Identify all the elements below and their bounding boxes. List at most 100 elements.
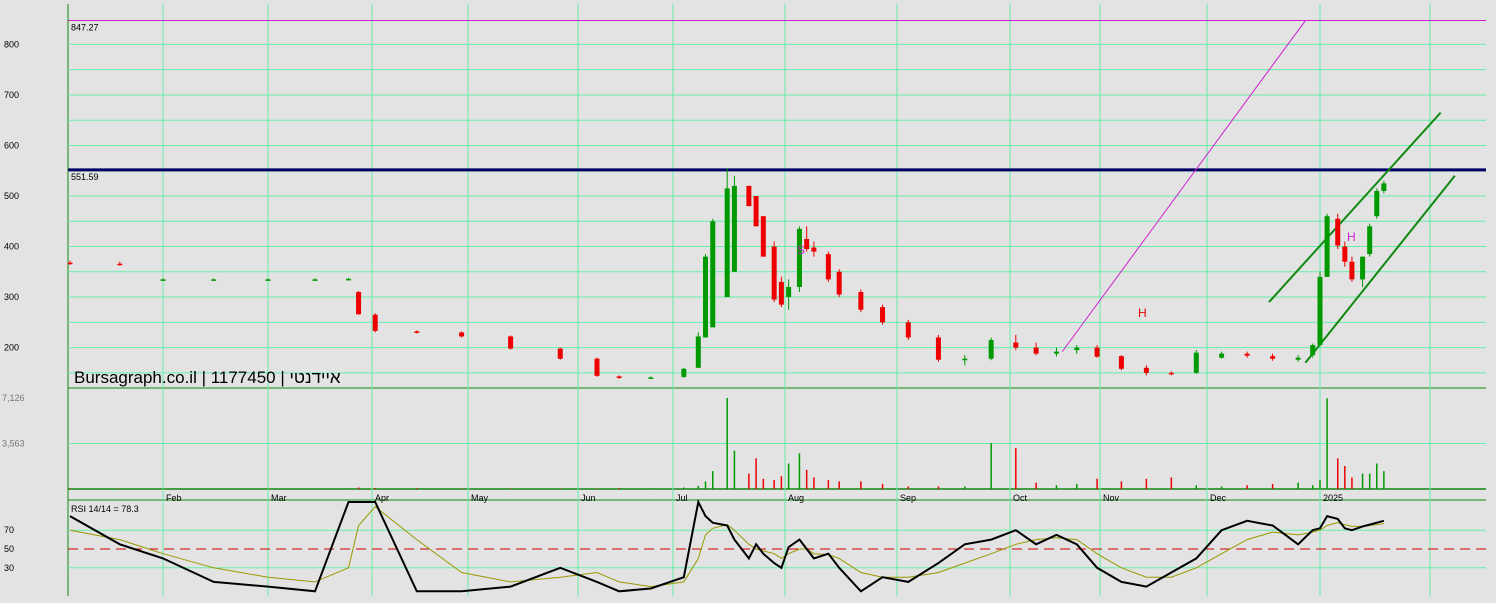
candle-down — [67, 262, 73, 265]
channel-lower-line — [1304, 175, 1456, 364]
candle-down — [880, 307, 886, 323]
candle-down — [836, 271, 842, 295]
candle-down — [1342, 246, 1348, 262]
trend-lines — [1061, 20, 1456, 364]
x-tick-label: 2025 — [1323, 493, 1343, 503]
candle-down — [1013, 342, 1019, 348]
candle-down — [804, 238, 810, 250]
candle-up — [681, 368, 687, 377]
candle-up — [1317, 276, 1323, 346]
marker-h: H — [1347, 230, 1356, 244]
candle-down — [760, 216, 766, 257]
candle-up — [1310, 345, 1316, 356]
candle-down — [1349, 261, 1355, 280]
volume-tick-label: 3,563 — [2, 439, 25, 449]
horizontal-levels: 847.27 551.59 — [68, 20, 1486, 182]
candle-down — [1094, 347, 1100, 357]
candle-up — [988, 340, 994, 359]
candle-up — [265, 279, 271, 281]
x-tick-label: Oct — [1013, 493, 1028, 503]
y-tick-label: 700 — [4, 90, 19, 100]
x-tick-label: Feb — [166, 493, 182, 503]
candle-up — [1324, 216, 1330, 277]
y-tick-label: 500 — [4, 191, 19, 201]
volume-tick-label: 7,126 — [2, 393, 25, 403]
candle-down — [771, 246, 777, 300]
rsi-title: RSI 14/14 = 78.3 — [71, 504, 139, 514]
rsi-tick-label: 70 — [4, 525, 14, 535]
candle-up — [1219, 353, 1225, 358]
candle-down — [372, 314, 378, 331]
x-tick-label: Apr — [375, 493, 389, 503]
candle-down — [616, 376, 622, 378]
candle-down — [1270, 356, 1276, 359]
candle-down — [1033, 347, 1039, 354]
candle-up — [724, 188, 730, 298]
candle-down — [1335, 218, 1341, 246]
candle-up — [1074, 347, 1080, 351]
candle-down — [459, 332, 465, 337]
candle-up — [160, 279, 166, 281]
x-tick-label: Jun — [581, 493, 596, 503]
x-tick-label: Aug — [788, 493, 804, 503]
candle-up — [1381, 183, 1387, 191]
candle-up — [1374, 190, 1380, 217]
candle-down — [557, 348, 563, 359]
channel-upper-line — [1268, 111, 1442, 303]
candle-down — [825, 254, 831, 280]
marker-h: H — [1138, 306, 1147, 320]
rsi-panel: RSI 14/14 = 78.3 30 50 70 — [4, 498, 1486, 593]
candle-down — [1168, 372, 1174, 375]
rsi-signal-line — [69, 506, 1384, 588]
resistance-label: 551.59 — [71, 172, 99, 182]
rsi-tick-label: 30 — [4, 563, 14, 573]
candle-up — [1360, 256, 1366, 280]
candle-down — [778, 281, 784, 305]
candle-down — [811, 247, 817, 252]
candle-up — [962, 358, 968, 361]
candle-down — [594, 358, 600, 376]
watermark: Bursagraph.co.il | 1177450 | איידנטי — [74, 368, 341, 387]
candle-up — [346, 278, 352, 281]
x-tick-label: Dec — [1210, 493, 1227, 503]
candle-down — [1118, 356, 1124, 369]
axis-labels: 200 300 400 500 600 700 800 3,563 7,126 Feb Mar Apr… — [2, 39, 1356, 503]
rsi-line — [69, 498, 1385, 593]
candle-up — [1053, 351, 1059, 354]
candle-down — [753, 196, 759, 227]
rsi-tick-label: 50 — [4, 544, 14, 554]
candle-up — [695, 336, 701, 368]
candle-up — [796, 228, 802, 287]
candle-down — [746, 185, 752, 207]
x-tick-label: Mar — [271, 493, 287, 503]
y-tick-label: 300 — [4, 292, 19, 302]
marker-s: S — [797, 243, 805, 257]
candle-down — [1143, 367, 1149, 373]
candle-up — [731, 185, 737, 272]
magenta-trend-line — [1061, 20, 1306, 352]
candle-down — [858, 292, 864, 310]
volume-bars — [69, 398, 1385, 489]
candle-up — [211, 279, 217, 281]
candle-up — [1367, 226, 1373, 255]
candle-down — [508, 336, 514, 349]
x-tick-label: May — [471, 493, 489, 503]
x-tick-label: Sep — [900, 493, 916, 503]
candles — [67, 168, 1387, 379]
candle-down — [1244, 353, 1250, 356]
candle-up — [703, 256, 709, 338]
candle-down — [935, 337, 941, 360]
candle-up — [786, 286, 792, 298]
candle-down — [414, 331, 420, 333]
level-label-upper: 847.27 — [71, 23, 99, 33]
x-tick-label: Jul — [676, 493, 688, 503]
candle-down — [117, 263, 123, 266]
candle-down — [356, 292, 362, 315]
y-tick-label: 200 — [4, 343, 19, 353]
candle-up — [648, 377, 654, 379]
x-tick-label: Nov — [1103, 493, 1120, 503]
